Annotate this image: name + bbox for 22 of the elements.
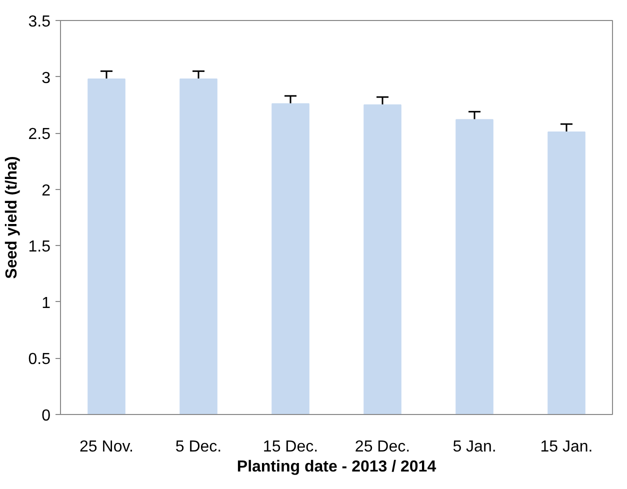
bar (88, 78, 126, 414)
bar (548, 131, 586, 414)
y-tick-label: 0.5 (28, 351, 51, 368)
bar (456, 119, 494, 414)
x-tick-label: 15 Dec. (262, 438, 318, 456)
y-tick-label: 2 (42, 182, 51, 200)
bar (364, 104, 402, 414)
x-tick-label: 15 Jan. (540, 438, 593, 456)
x-tick-label: 5 Dec. (175, 438, 222, 456)
y-tick-label: 0 (42, 408, 51, 424)
x-tick-label: 25 Nov. (80, 438, 134, 456)
y-tick-label: 2.5 (28, 126, 51, 144)
y-tick-label: 3.5 (28, 14, 51, 30)
x-axis-title: Planting date - 2013 / 2014 (236, 458, 436, 476)
y-tick-label: 1 (42, 294, 51, 312)
bar (180, 78, 218, 414)
y-tick-label: 1.5 (28, 238, 51, 256)
y-axis-title: Seed yield (t/ha) (3, 156, 20, 279)
y-tick-label: 3 (42, 70, 51, 87)
x-tick-label: 5 Jan. (452, 438, 496, 456)
x-tick-label: 25 Dec. (354, 438, 410, 456)
bar (272, 103, 310, 414)
